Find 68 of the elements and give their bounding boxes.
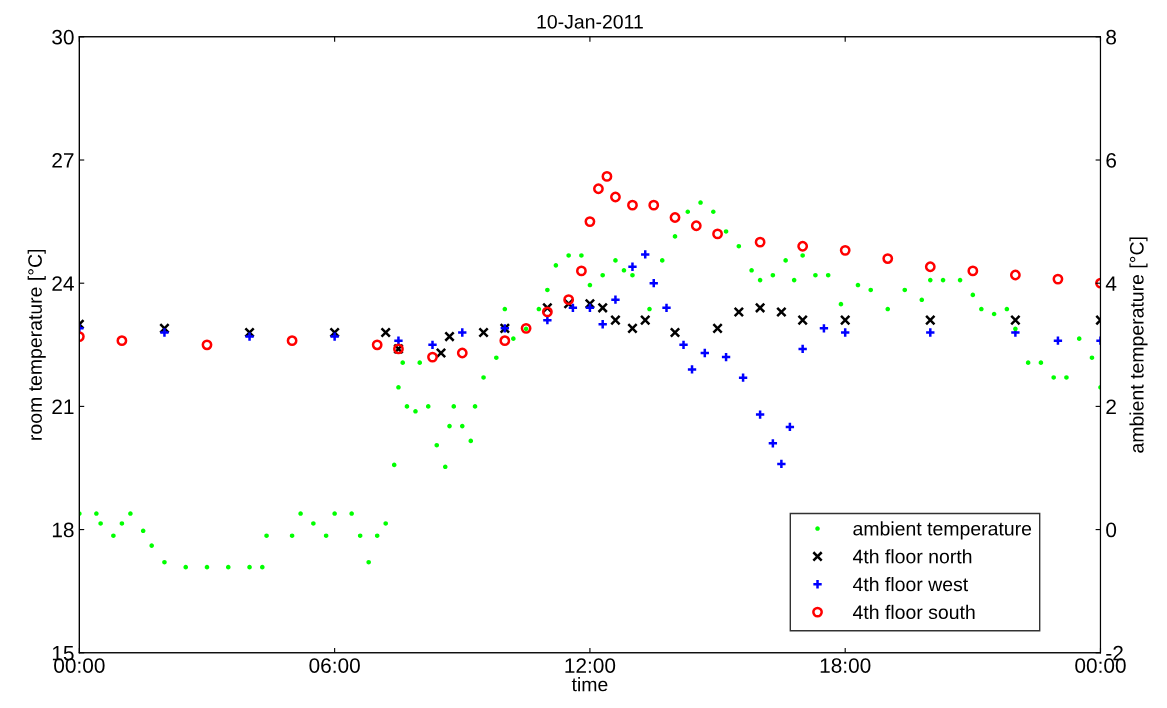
y-axis-title: room temperature [°C] (27, 249, 46, 440)
point (733, 306, 745, 318)
point (648, 199, 660, 211)
legend-label: 4th floor south (852, 604, 975, 620)
y2-tick-label: 4 (1105, 276, 1117, 291)
point (712, 322, 723, 334)
point (159, 327, 170, 338)
x-tick-label: 12:00 (565, 658, 616, 673)
point (610, 191, 621, 203)
point (610, 314, 621, 326)
point (371, 339, 383, 351)
point (427, 351, 438, 363)
y-tick-label: 27 (52, 153, 74, 168)
point (775, 306, 787, 318)
y2-tick-label: 6 (1106, 153, 1117, 168)
y-tick-label: 18 (52, 522, 74, 538)
point (584, 216, 596, 228)
point (597, 302, 609, 314)
point (244, 331, 255, 342)
y2-tick-label: 0 (1106, 522, 1117, 538)
point (797, 314, 809, 326)
point (541, 306, 553, 318)
point (601, 171, 613, 182)
point (669, 212, 681, 223)
point (839, 244, 851, 256)
point (593, 183, 604, 195)
point (286, 335, 298, 347)
point (478, 327, 489, 338)
point (797, 240, 809, 252)
point (575, 265, 587, 277)
legend-label: ambient temperature (853, 521, 1032, 540)
point (627, 322, 638, 334)
y2-tick-label: 2 (1106, 399, 1116, 414)
point (116, 335, 128, 347)
point (1009, 269, 1021, 281)
point (639, 314, 651, 326)
point (520, 322, 532, 334)
point (499, 335, 511, 347)
point (967, 265, 979, 277)
point (380, 327, 392, 338)
point (690, 220, 702, 232)
y-tick-label: 21 (52, 399, 74, 414)
point (754, 302, 766, 314)
x-tick-label: 06:00 (309, 658, 360, 673)
point (444, 331, 455, 342)
legend-label: 4th floor west (852, 576, 969, 592)
point (1009, 314, 1021, 326)
point (201, 339, 213, 351)
y2-axis-title: ambient temperature [°C] (1129, 237, 1148, 453)
point (669, 327, 681, 338)
y-tick-label: 24 (52, 276, 74, 291)
point (712, 228, 723, 240)
y2-tick-label: 8 (1106, 29, 1117, 45)
point (456, 347, 468, 359)
point (924, 314, 936, 326)
x-tick-label: 18:00 (820, 658, 871, 673)
y-tick-label: 30 (52, 29, 74, 45)
point (627, 199, 638, 211)
legend-label: 4th floor north (852, 549, 972, 564)
point (435, 347, 447, 359)
point (839, 314, 851, 326)
point (882, 253, 894, 264)
chart-title: 10-Jan-2011 (537, 14, 643, 29)
point (1052, 273, 1064, 285)
point (924, 261, 936, 273)
point (754, 236, 766, 248)
x-axis-title: time (571, 677, 608, 692)
point (563, 294, 575, 306)
